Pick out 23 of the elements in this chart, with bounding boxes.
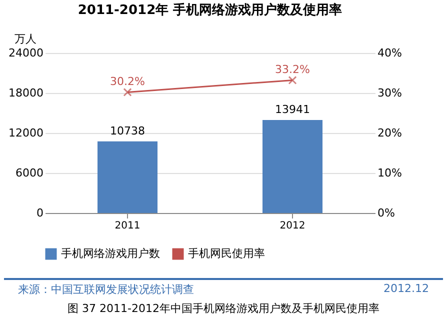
y2-tick-label: 0%	[378, 206, 395, 220]
y2-tick-label: 20%	[378, 126, 402, 140]
chart-title: 2011-2012年 手机网络游戏用户数及使用率	[78, 2, 342, 18]
source-note: 来源：中国互联网发展状况统计调查	[18, 282, 194, 297]
y2-tick-label: 40%	[378, 46, 402, 60]
y2-tick-label: 10%	[378, 166, 402, 180]
data-label: 33.2%	[275, 63, 310, 76]
legend-label: 手机网络游戏用户数	[61, 247, 160, 260]
y2-tick-label: 30%	[378, 86, 402, 100]
data-label: 13941	[275, 103, 310, 116]
text: 2012.12	[384, 282, 429, 297]
caption: 图 37 2011-2012年中国手机网络游戏用户数及手机网民使用率	[66, 301, 380, 316]
data-label: 10738	[110, 124, 145, 138]
y-tick-label: 0	[36, 206, 44, 220]
y-axis-title: 万人	[14, 32, 36, 46]
data-label: 30.2%	[110, 75, 145, 88]
x-tick-label: 2012	[280, 220, 306, 232]
y-tick-label: 6000	[16, 166, 44, 180]
y-tick-label: 24000	[8, 46, 44, 60]
y-tick-label: 18000	[8, 86, 44, 100]
legend-label: 手机网民使用率	[188, 247, 265, 260]
y-tick-label: 12000	[8, 126, 44, 140]
x-tick-label: 2011	[114, 220, 140, 232]
